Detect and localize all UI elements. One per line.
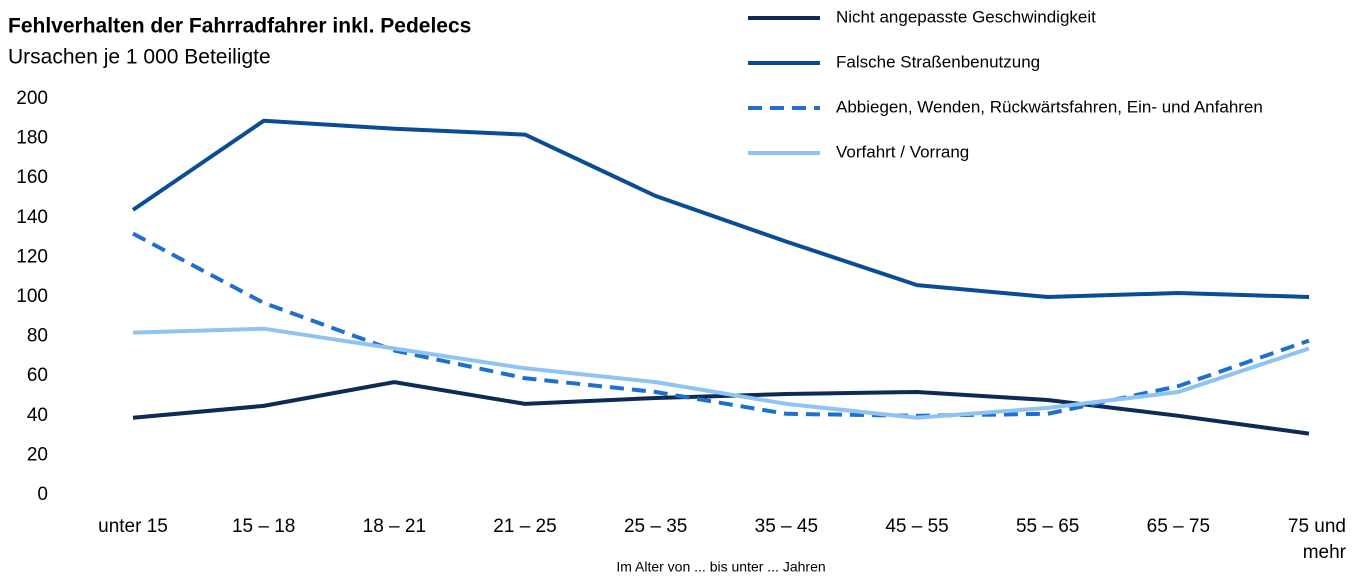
- x-tick-label: 18 – 21: [362, 516, 427, 537]
- x-tick-label: 25 – 35: [623, 516, 688, 537]
- x-tick-label: 45 – 55: [885, 516, 949, 537]
- y-tick-label: 180: [16, 128, 48, 149]
- y-tick-label: 20: [27, 444, 48, 465]
- legend-label: Abbiegen, Wenden, Rückwärtsfahren, Ein- …: [836, 97, 1263, 116]
- y-tick-label: 80: [27, 326, 48, 347]
- x-tick-label: 15 – 18: [231, 516, 296, 537]
- x-tick-label: 55 – 65: [1015, 516, 1080, 537]
- chart-subtitle: Ursachen je 1 000 Beteiligte: [8, 46, 271, 69]
- series-line: [132, 380, 1310, 436]
- legend-label: Nicht angepasste Geschwindigkeit: [836, 7, 1096, 26]
- series-line: [131, 118, 1310, 299]
- y-tick-label: 0: [37, 484, 48, 505]
- y-tick-label: 40: [27, 405, 48, 426]
- x-tick-label: 35 – 45: [754, 516, 819, 537]
- y-tick-label: 140: [16, 207, 48, 228]
- series-line: [132, 326, 1310, 420]
- y-tick-label: 100: [16, 286, 48, 307]
- y-tick-label: 160: [16, 167, 48, 188]
- y-tick-label: 120: [16, 246, 48, 267]
- x-axis-label: Im Alter von ... bis unter ... Jahren: [616, 559, 825, 575]
- y-tick-label: 200: [16, 88, 48, 109]
- series-line: [132, 231, 1310, 418]
- x-tick-label: 65 – 75: [1146, 516, 1211, 537]
- x-tick-label: 21 – 25: [493, 516, 557, 537]
- y-tick-label: 60: [27, 365, 48, 386]
- legend-label: Falsche Straßenbenutzung: [836, 52, 1040, 71]
- legend-label: Vorfahrt / Vorrang: [836, 142, 969, 161]
- x-tick-label: unter 15: [98, 516, 168, 537]
- chart-title: Fehlverhalten der Fahrradfahrer inkl. Pe…: [8, 15, 471, 38]
- x-tick-label: 75 und mehr: [1287, 516, 1347, 563]
